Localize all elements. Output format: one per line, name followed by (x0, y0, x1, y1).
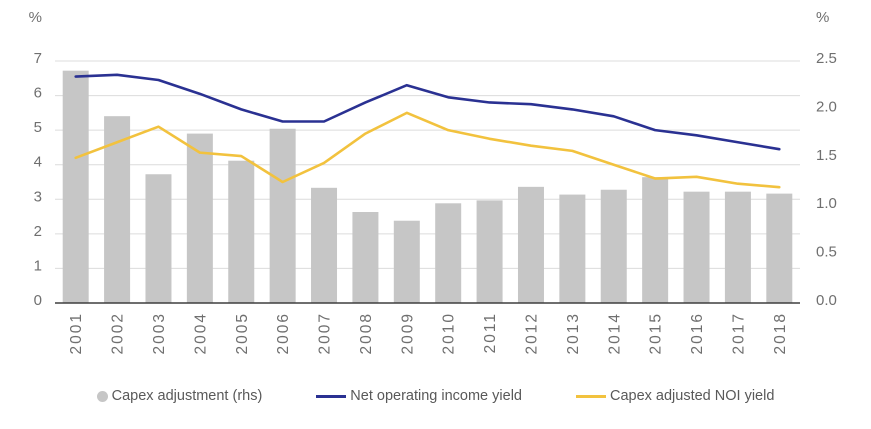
right-axis-unit: % (816, 9, 829, 26)
bar-2011 (476, 200, 503, 303)
right-axis-tick: 0.5 (816, 244, 837, 261)
bar-2015 (642, 177, 669, 303)
x-label-2009: 2009 (399, 312, 416, 354)
legend-item-capex-adjusted-noi-yield: Capex adjusted NOI yield (575, 388, 775, 404)
chart-svg: % 7 6 5 4 3 2 1 0% 2.5 2.0 1.5 1.0 0.5 0.0 2001 2002 2003… (29, 9, 837, 354)
x-label-2001: 2001 (68, 312, 85, 354)
legend-label-net-operating-income-yield: Net operating income yield (350, 388, 522, 404)
left-axis-unit: % (29, 9, 42, 26)
capex-noi-line-marker-icon (575, 394, 606, 398)
right-axis-tick: 2.5 (816, 50, 837, 67)
x-label-2008: 2008 (358, 312, 375, 354)
bar-series (62, 70, 793, 304)
x-label-2013: 2013 (565, 312, 582, 354)
left-axis-tick: 0 (34, 292, 42, 309)
legend-label-capex-adjustment: Capex adjustment (rhs) (111, 388, 263, 404)
bar-2004 (186, 133, 213, 303)
bar-2017 (724, 191, 751, 303)
bar-2018 (766, 193, 793, 303)
bar-series-marker-icon (96, 390, 108, 402)
legend-item-net-operating-income-yield: Net operating income yield (316, 388, 522, 404)
x-label-2012: 2012 (523, 312, 540, 354)
bar-2002 (104, 116, 131, 304)
bar-2010 (435, 203, 462, 303)
gridlines (55, 60, 800, 269)
bar-2003 (145, 174, 172, 303)
x-label-2006: 2006 (275, 312, 292, 354)
x-label-2004: 2004 (192, 312, 209, 354)
bar-2006 (269, 128, 296, 303)
bar-2008 (352, 212, 379, 303)
chart-legend: Capex adjustment (rhs) Net operating inc… (0, 388, 871, 404)
left-axis-ticks: % 7 6 5 4 3 2 1 0 (29, 9, 42, 309)
right-axis-tick: 1.0 (816, 195, 837, 212)
x-label-2005: 2005 (234, 312, 251, 354)
bar-2007 (311, 187, 338, 303)
x-label-2014: 2014 (606, 312, 623, 354)
left-axis-tick: 3 (34, 188, 42, 205)
x-label-2016: 2016 (689, 312, 706, 354)
x-label-2002: 2002 (110, 312, 127, 354)
legend-label-capex-adjusted-noi-yield: Capex adjusted NOI yield (609, 388, 775, 404)
bar-2001 (62, 70, 89, 304)
net-operating-income-yield-line (74, 73, 781, 151)
x-axis-labels: 2001 2002 2003 2004 2005 2006 2007 2008 2009 2010… (68, 312, 789, 354)
left-axis-tick: 6 (34, 85, 42, 102)
x-label-2018: 2018 (772, 312, 789, 354)
x-label-2010: 2010 (441, 312, 458, 354)
bar-2013 (559, 194, 586, 303)
bar-2009 (393, 220, 420, 303)
left-axis-tick: 2 (34, 223, 42, 240)
capex-adjusted-noi-yield-line (74, 111, 781, 189)
left-axis-tick: 4 (34, 154, 42, 171)
right-axis-ticks: % 2.5 2.0 1.5 1.0 0.5 0.0 (816, 9, 837, 309)
noi-line-marker-icon (316, 394, 347, 398)
x-label-2017: 2017 (730, 312, 747, 354)
legend-item-capex-adjustment: Capex adjustment (rhs) (96, 388, 263, 404)
bar-2005 (228, 160, 255, 303)
bar-2016 (683, 191, 710, 303)
left-axis-tick: 1 (34, 257, 42, 274)
x-label-2011: 2011 (482, 312, 499, 353)
bar-2014 (600, 189, 627, 303)
bar-2012 (517, 186, 544, 303)
right-axis-tick: 0.0 (816, 292, 837, 309)
right-axis-tick: 2.0 (816, 98, 837, 115)
x-label-2003: 2003 (151, 312, 168, 354)
right-axis-tick: 1.5 (816, 147, 837, 164)
left-axis-tick: 7 (34, 50, 42, 67)
left-axis-tick: 5 (34, 119, 42, 136)
x-label-2015: 2015 (648, 312, 665, 354)
x-label-2007: 2007 (317, 312, 334, 354)
